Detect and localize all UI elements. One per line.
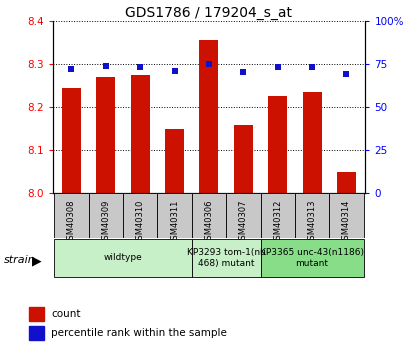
Text: GSM40314: GSM40314: [342, 200, 351, 245]
Text: GSM40306: GSM40306: [205, 200, 213, 245]
Text: GSM40307: GSM40307: [239, 200, 248, 245]
Point: [309, 65, 315, 70]
FancyBboxPatch shape: [158, 193, 192, 238]
Bar: [234, 125, 253, 193]
FancyBboxPatch shape: [54, 239, 192, 277]
FancyBboxPatch shape: [260, 193, 295, 238]
FancyBboxPatch shape: [295, 193, 329, 238]
Point: [343, 71, 350, 77]
Bar: [200, 40, 218, 193]
Bar: [131, 75, 150, 193]
Point: [102, 63, 109, 68]
Bar: [303, 92, 322, 193]
Text: KP3293 tom-1(nu
468) mutant: KP3293 tom-1(nu 468) mutant: [187, 248, 265, 268]
FancyBboxPatch shape: [192, 239, 260, 277]
Text: wildtype: wildtype: [104, 253, 142, 263]
Bar: [62, 88, 81, 193]
FancyBboxPatch shape: [260, 239, 364, 277]
Point: [68, 66, 75, 72]
Text: ▶: ▶: [32, 254, 41, 267]
FancyBboxPatch shape: [192, 193, 226, 238]
Bar: [337, 171, 356, 193]
Text: GSM40311: GSM40311: [170, 200, 179, 245]
Bar: [165, 129, 184, 193]
Text: KP3365 unc-43(n1186)
mutant: KP3365 unc-43(n1186) mutant: [260, 248, 364, 268]
Point: [137, 65, 144, 70]
FancyBboxPatch shape: [89, 193, 123, 238]
Text: GSM40309: GSM40309: [101, 200, 110, 245]
Point: [171, 68, 178, 73]
Point: [274, 65, 281, 70]
Text: GSM40313: GSM40313: [307, 200, 317, 245]
Point: [206, 61, 212, 67]
Text: GSM40308: GSM40308: [67, 200, 76, 245]
FancyBboxPatch shape: [123, 193, 158, 238]
Point: [240, 70, 247, 75]
Bar: [96, 77, 115, 193]
Title: GDS1786 / 179204_s_at: GDS1786 / 179204_s_at: [126, 6, 292, 20]
Bar: [29, 326, 44, 339]
FancyBboxPatch shape: [226, 193, 260, 238]
Bar: [29, 307, 44, 321]
FancyBboxPatch shape: [329, 193, 364, 238]
Text: strain: strain: [4, 256, 36, 265]
Text: GSM40312: GSM40312: [273, 200, 282, 245]
Text: count: count: [51, 309, 81, 319]
Text: GSM40310: GSM40310: [136, 200, 144, 245]
FancyBboxPatch shape: [54, 193, 89, 238]
Bar: [268, 96, 287, 193]
Text: percentile rank within the sample: percentile rank within the sample: [51, 328, 227, 338]
